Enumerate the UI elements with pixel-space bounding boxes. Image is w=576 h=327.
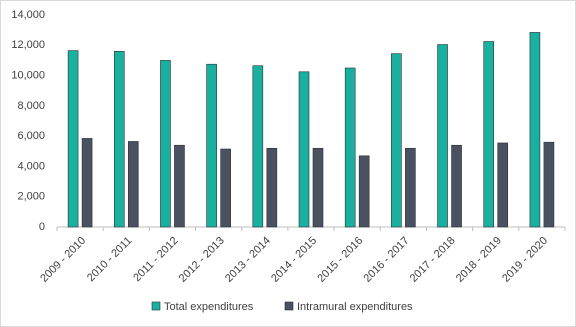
bar [252, 65, 264, 228]
bar [160, 60, 171, 228]
bar [344, 67, 356, 228]
legend-swatch [151, 301, 161, 311]
bar [220, 148, 231, 228]
y-tick-label: 14,000 [11, 9, 45, 21]
bar [266, 147, 278, 228]
bar [543, 141, 555, 228]
bar [298, 71, 310, 228]
bar [113, 51, 125, 228]
y-tick-label: 0 [39, 221, 45, 233]
legend-label: Total expenditures [164, 301, 254, 313]
bar [312, 147, 324, 228]
bar [437, 44, 448, 228]
bar [127, 141, 139, 228]
bar [391, 53, 402, 228]
legend-swatch [284, 301, 294, 311]
bar [67, 50, 79, 228]
y-tick-label: 6,000 [17, 130, 45, 142]
y-tick-label: 12,000 [11, 39, 45, 51]
bar [206, 63, 217, 228]
bar [497, 142, 509, 228]
bar [451, 144, 462, 228]
bar [174, 144, 185, 228]
y-tick-label: 10,000 [11, 69, 45, 81]
y-tick-label: 2,000 [17, 191, 45, 203]
bar [81, 138, 93, 228]
bar [358, 155, 370, 228]
bar [483, 41, 495, 228]
bar [405, 147, 416, 228]
y-tick-label: 8,000 [17, 100, 45, 112]
bar [529, 32, 541, 228]
legend-label: Intramural expenditures [297, 301, 413, 313]
y-tick-label: 4,000 [17, 160, 45, 172]
